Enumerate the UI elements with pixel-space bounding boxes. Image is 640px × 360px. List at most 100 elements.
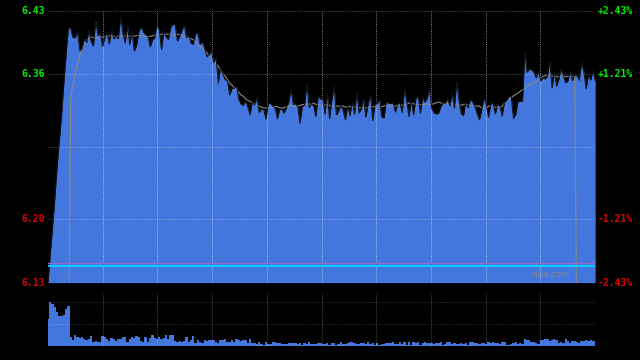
Bar (206, 341, 208, 346)
Bar (122, 337, 124, 346)
Bar (271, 342, 274, 346)
Text: 6.43: 6.43 (22, 6, 45, 16)
Bar (156, 339, 158, 346)
Bar (321, 345, 324, 346)
Bar (312, 345, 315, 346)
Bar (356, 344, 358, 346)
Bar (362, 343, 365, 346)
Bar (129, 339, 131, 346)
Bar (483, 343, 485, 346)
Bar (149, 338, 151, 346)
Bar (351, 342, 353, 346)
Bar (481, 343, 483, 346)
Bar (358, 345, 360, 346)
Bar (81, 337, 83, 346)
Bar (557, 343, 560, 346)
Bar (465, 343, 467, 346)
Bar (131, 337, 133, 346)
Bar (453, 343, 456, 346)
Bar (274, 342, 276, 346)
Bar (221, 340, 224, 346)
Bar (120, 339, 122, 346)
Text: +2.43%: +2.43% (598, 6, 633, 16)
Bar (126, 342, 129, 346)
Bar (161, 339, 163, 346)
Bar (319, 343, 321, 346)
Bar (253, 342, 256, 346)
Bar (236, 339, 237, 346)
Text: -1.21%: -1.21% (598, 214, 633, 224)
Bar (542, 340, 544, 346)
Bar (360, 343, 362, 346)
Bar (145, 337, 147, 346)
Bar (224, 339, 226, 346)
Bar (133, 338, 136, 346)
Bar (201, 343, 204, 346)
Bar (551, 340, 553, 346)
Bar (560, 342, 563, 346)
Bar (324, 345, 326, 346)
Bar (258, 342, 260, 346)
Bar (410, 345, 412, 346)
Bar (531, 342, 532, 346)
Bar (378, 345, 381, 346)
Bar (349, 342, 351, 346)
Text: 6.20: 6.20 (22, 214, 45, 224)
Bar (435, 343, 437, 346)
Bar (462, 344, 465, 346)
Bar (303, 343, 306, 346)
Bar (328, 345, 331, 346)
Bar (88, 339, 90, 346)
Bar (337, 345, 340, 346)
Bar (215, 342, 217, 346)
Bar (56, 312, 58, 346)
Bar (111, 338, 113, 346)
Bar (54, 307, 56, 346)
Bar (104, 337, 106, 346)
Bar (467, 345, 469, 346)
Bar (369, 345, 372, 346)
Bar (285, 344, 287, 346)
Bar (563, 343, 564, 346)
Bar (451, 343, 453, 346)
Bar (90, 336, 92, 346)
Bar (72, 340, 74, 346)
Bar (487, 342, 490, 346)
Bar (287, 343, 290, 346)
Bar (456, 344, 458, 346)
Bar (490, 342, 492, 346)
Bar (195, 343, 196, 346)
Bar (383, 345, 385, 346)
Bar (506, 345, 508, 346)
Bar (508, 345, 510, 346)
Bar (317, 343, 319, 346)
Bar (228, 342, 231, 346)
Bar (211, 340, 212, 346)
Bar (390, 343, 392, 346)
Bar (540, 339, 542, 346)
Bar (281, 343, 283, 346)
Text: 6.13: 6.13 (22, 278, 45, 288)
Bar (212, 340, 215, 346)
Bar (387, 343, 390, 346)
Bar (528, 340, 531, 346)
Bar (170, 335, 172, 346)
Bar (265, 342, 267, 346)
Bar (47, 319, 49, 346)
Bar (99, 342, 101, 346)
Bar (401, 344, 403, 346)
Bar (342, 344, 344, 346)
Bar (63, 315, 65, 346)
Bar (513, 343, 515, 346)
Bar (181, 342, 183, 346)
Bar (294, 343, 296, 346)
Bar (515, 342, 517, 346)
Bar (167, 339, 170, 346)
Bar (106, 338, 108, 346)
Bar (252, 343, 253, 346)
Bar (419, 345, 422, 346)
Bar (474, 343, 476, 346)
Bar (233, 342, 236, 346)
Bar (447, 342, 449, 346)
Bar (556, 340, 557, 346)
